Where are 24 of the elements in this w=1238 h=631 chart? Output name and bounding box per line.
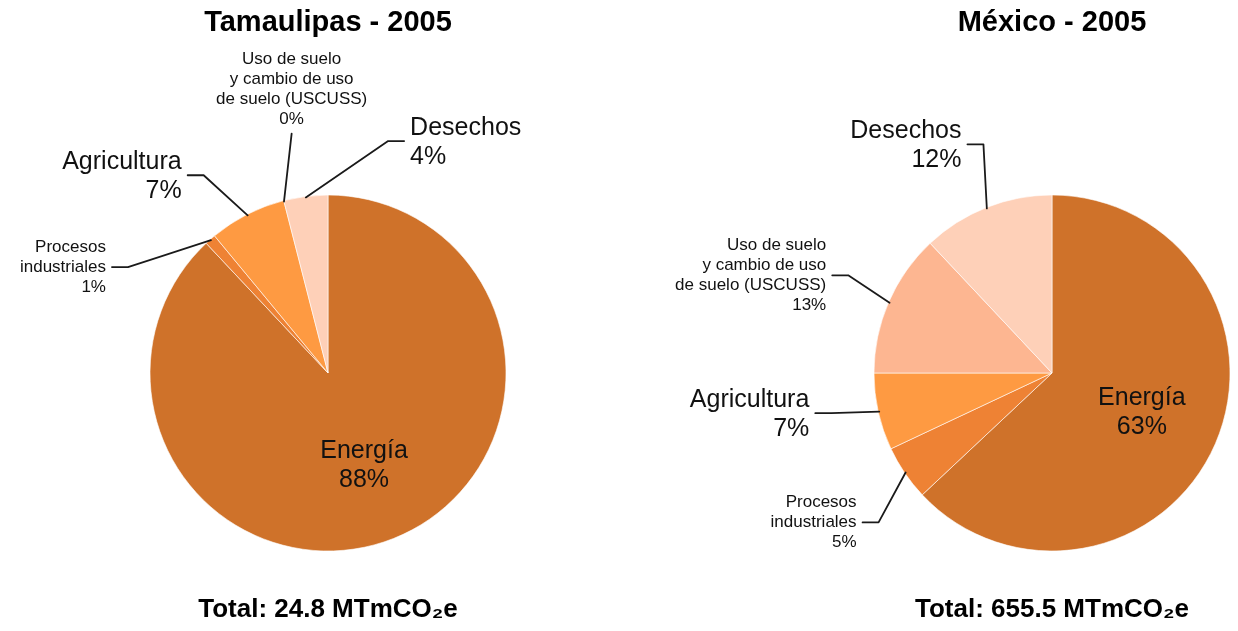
slice-label: Uso de suelo y cambio de uso de suelo (USCUSS) <box>675 235 827 295</box>
slice-label: Agricultura <box>689 383 810 412</box>
data-label: 13% <box>792 295 827 315</box>
text: Total: 24.8 MTmCO₂e <box>198 593 458 623</box>
slice-label: Agricultura <box>62 145 182 174</box>
data-label: 7% <box>773 412 810 441</box>
slice-label: Procesos industriales <box>19 237 106 277</box>
slice-label: Procesos industriales <box>770 492 857 532</box>
data-label: 5% <box>832 532 857 552</box>
data-label: 88% <box>339 463 390 492</box>
chart-title: México - 2005 <box>957 5 1147 37</box>
data-label: 1% <box>81 277 106 297</box>
data-label: 7% <box>145 174 182 203</box>
text: Total: 655.5 MTmCO₂e <box>914 593 1190 623</box>
slice-label: Desechos <box>850 114 962 143</box>
category-label: Uso de suelo y cambio de uso de suelo (USCUSS) <box>216 49 368 109</box>
slice-label: Energía <box>320 434 408 463</box>
data-label: 63% <box>1116 411 1167 440</box>
data-label: 12% <box>911 143 962 172</box>
slice-label: Energía <box>1098 382 1186 411</box>
data-label: 4% <box>410 140 447 169</box>
text: 0% <box>279 109 304 129</box>
slice-label: Desechos <box>410 111 522 140</box>
chart-title: Tamaulipas - 2005 <box>204 5 452 37</box>
